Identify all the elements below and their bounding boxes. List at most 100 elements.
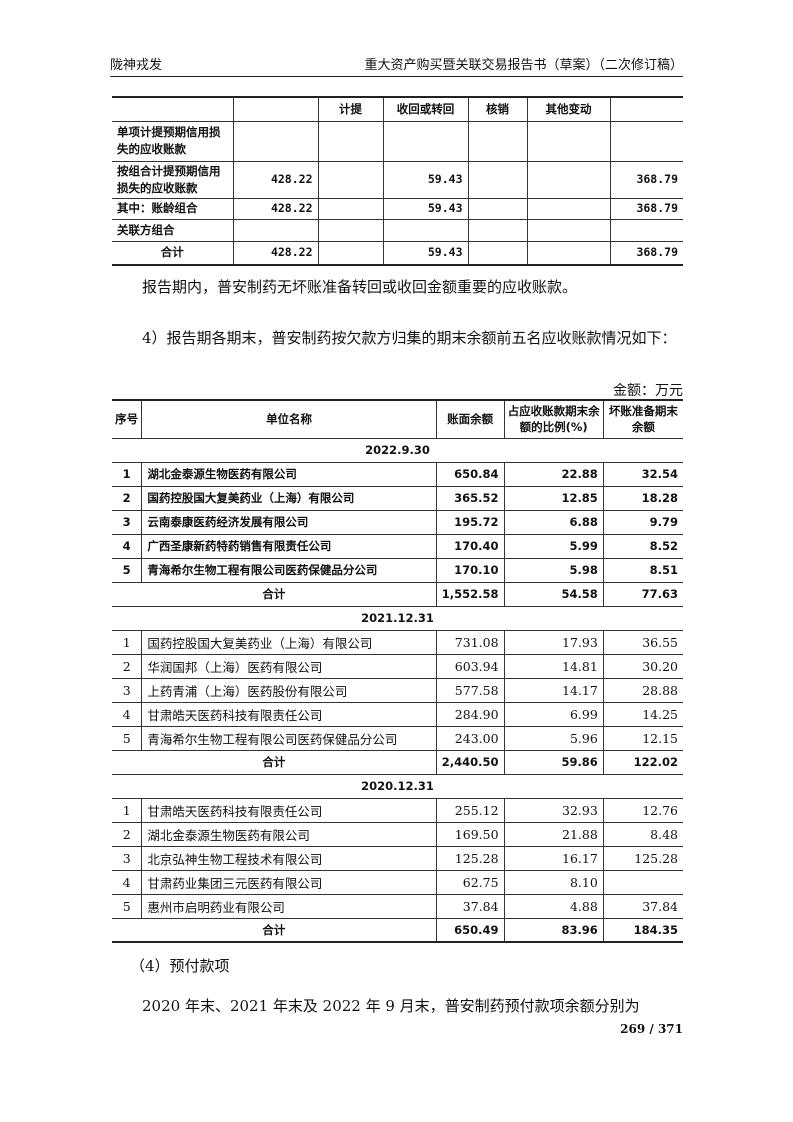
table-cell: [232, 96, 319, 122]
table-cell: 8.48: [602, 821, 683, 847]
period-row: 2021.12.31: [112, 605, 683, 631]
table-cell: 4: [112, 701, 143, 727]
table-cell: 上药青浦（上海）医药股份有限公司: [141, 677, 437, 703]
table-cell: [526, 240, 611, 266]
table-cell: 22.88: [503, 461, 604, 487]
table-cell: 122.02: [602, 749, 683, 775]
table-cell: 青海希尔生物工程有限公司医药保健品分公司: [141, 725, 437, 751]
table-cell: 8.51: [602, 557, 683, 583]
table-cell: [609, 218, 683, 242]
total-row: 合计 1,552.58 54.58 77.63: [112, 581, 683, 607]
table-cell: 255.12: [435, 797, 505, 823]
table-row: 5 惠州市启明药业有限公司 37.84 4.88 37.84: [112, 893, 683, 919]
table-cell: 83.96: [503, 917, 604, 943]
table-cell: 603.94: [435, 653, 505, 679]
table-cell: 甘肃药业集团三元医药有限公司: [141, 869, 437, 895]
table-cell: 6.88: [503, 509, 604, 535]
table-row: 按组合计提预期信用损失的应收账款 428.22 59.43 368.79: [112, 160, 683, 199]
table-cell: 14.25: [602, 701, 683, 727]
table-cell: 合计: [112, 917, 437, 943]
table-cell: 77.63: [602, 581, 683, 607]
table-row: 2 国药控股国大复美药业（上海）有限公司 365.52 12.85 18.28: [112, 485, 683, 511]
table-cell: 3: [112, 677, 143, 703]
table-cell: [609, 120, 683, 162]
table-cell: 37.84: [435, 893, 505, 919]
table-cell: 14.17: [503, 677, 604, 703]
table-cell: 云南泰康医药经济发展有限公司: [141, 509, 437, 535]
table-cell: [467, 160, 528, 199]
table-row: 2 华润国邦（上海）医药有限公司 603.94 14.81 30.20: [112, 653, 683, 679]
table-cell: [112, 96, 234, 122]
table-cell: 北京弘神生物工程技术有限公司: [141, 845, 437, 871]
table-cell: 5: [112, 557, 143, 583]
table-cell: [382, 218, 469, 242]
table-cell: 59.43: [382, 197, 469, 220]
table-cell: 合计: [112, 240, 234, 266]
table-cell: 国药控股国大复美药业（上海）有限公司: [141, 629, 437, 655]
table-cell: [382, 120, 469, 162]
table-cell: 湖北金泰源生物医药有限公司: [141, 461, 437, 487]
table-cell: 8.52: [602, 533, 683, 559]
table-cell: 4: [112, 869, 143, 895]
table-cell: 650.84: [435, 461, 505, 487]
table-row: 单项计提预期信用损失的应收账款: [112, 120, 683, 162]
table-cell: 577.58: [435, 677, 505, 703]
table-cell: 650.49: [435, 917, 505, 943]
table-cell: 甘肃皓天医药科技有限责任公司: [141, 701, 437, 727]
bad-debt-table: 计提 收回或转回 核销 其他变动 单项计提预期信用损失的应收账款 按组合计提预期信用损失的…: [112, 96, 683, 266]
table-row: 1 甘肃皓天医药科技有限责任公司 255.12 32.93 12.76: [112, 797, 683, 823]
table-cell: 30.20: [602, 653, 683, 679]
table-cell: 2: [112, 485, 143, 511]
table-cell: [317, 120, 384, 162]
table-cell: 428.22: [232, 160, 319, 199]
table-row: 2 湖北金泰源生物医药有限公司 169.50 21.88 8.48: [112, 821, 683, 847]
table-row: 关联方组合: [112, 218, 683, 242]
table-cell: 国药控股国大复美药业（上海）有限公司: [141, 485, 437, 511]
table-cell: 1,552.58: [435, 581, 505, 607]
table-cell: 32.93: [503, 797, 604, 823]
table-cell: 170.40: [435, 533, 505, 559]
table-cell: 其他变动: [526, 96, 611, 122]
table-cell: 16.17: [503, 845, 604, 871]
table-cell: 核销: [467, 96, 528, 122]
table-row: 3 上药青浦（上海）医药股份有限公司 577.58 14.17 28.88: [112, 677, 683, 703]
table-cell: 12.15: [602, 725, 683, 751]
table-cell: 17.93: [503, 629, 604, 655]
table-cell: 2020.12.31: [112, 773, 683, 799]
table-row: 3 云南泰康医药经济发展有限公司 195.72 6.88 9.79: [112, 509, 683, 535]
table-cell: 9.79: [602, 509, 683, 535]
table-cell: 广西圣康新药特药销售有限责任公司: [141, 533, 437, 559]
table-cell: 1: [112, 797, 143, 823]
table-cell: 184.35: [602, 917, 683, 943]
table-cell: [317, 240, 384, 266]
table-cell: 28.88: [602, 677, 683, 703]
table-cell: 合计: [112, 749, 437, 775]
paragraph-4: 2020 年末、2021 年末及 2022 年 9 月末，普安制药预付款项余额分…: [142, 997, 640, 1015]
table-cell: 甘肃皓天医药科技有限责任公司: [141, 797, 437, 823]
table-cell: 125.28: [602, 845, 683, 871]
table-cell: 36.55: [602, 629, 683, 655]
table-row: 5 青海希尔生物工程有限公司医药保健品分公司 243.00 5.96 12.15: [112, 725, 683, 751]
table-header-row: 序号 单位名称 账面余额 占应收账款期末余额的比例(%) 坏账准备期末余额: [112, 399, 683, 439]
table-row: 4 甘肃药业集团三元医药有限公司 62.75 8.10: [112, 869, 683, 895]
table-cell: 18.28: [602, 485, 683, 511]
table-cell: 湖北金泰源生物医药有限公司: [141, 821, 437, 847]
table-cell: 2022.9.30: [112, 437, 683, 463]
table-row: 4 甘肃皓天医药科技有限责任公司 284.90 6.99 14.25: [112, 701, 683, 727]
table-cell: 8.10: [503, 869, 604, 895]
table-row: 5 青海希尔生物工程有限公司医药保健品分公司 170.10 5.98 8.51: [112, 557, 683, 583]
table-cell: 428.22: [232, 240, 319, 266]
page-header: 陇神戎发 重大资产购买暨关联交易报告书（草案）（二次修订稿）: [110, 55, 683, 77]
table-cell: 59.86: [503, 749, 604, 775]
table-cell: 21.88: [503, 821, 604, 847]
table-cell: [317, 218, 384, 242]
table-cell: 合计: [112, 581, 437, 607]
table-cell: 单位名称: [141, 399, 437, 439]
table-cell: 3: [112, 845, 143, 871]
table-cell: 1: [112, 629, 143, 655]
table-cell: 2: [112, 821, 143, 847]
table-cell: [602, 869, 683, 895]
table-cell: 坏账准备期末余额: [602, 399, 683, 439]
table-cell: [467, 218, 528, 242]
table-cell: [526, 120, 611, 162]
